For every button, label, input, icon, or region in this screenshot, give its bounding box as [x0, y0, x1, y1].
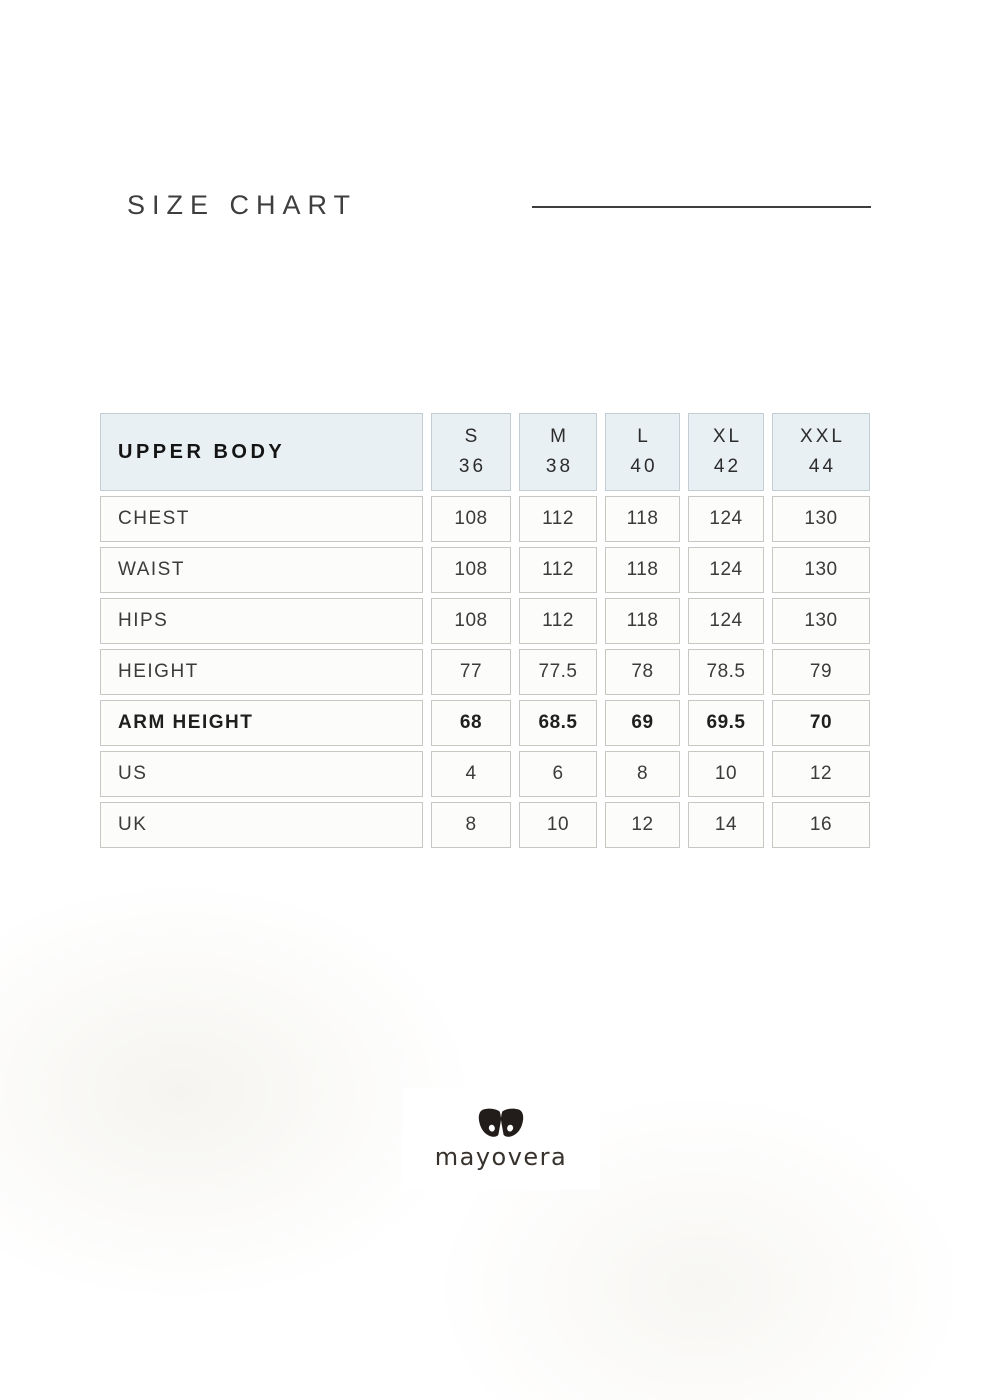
cell-value: 108	[431, 598, 511, 644]
size-letter: S	[464, 426, 481, 447]
cell-value: 124	[688, 547, 764, 593]
cell-value: 77.5	[519, 649, 597, 695]
cell-value: 108	[431, 547, 511, 593]
column-header-l: L 40	[605, 413, 680, 491]
size-number: 42	[713, 456, 742, 477]
cell-value: 112	[519, 496, 597, 542]
row-label: UK	[100, 802, 423, 848]
row-label: WAIST	[100, 547, 423, 593]
cell-value: 108	[431, 496, 511, 542]
column-header-xxl: XXL 44	[772, 413, 870, 491]
cell-value: 130	[772, 598, 870, 644]
cell-value: 68	[431, 700, 511, 746]
cell-value: 124	[688, 598, 764, 644]
cell-value: 77	[431, 649, 511, 695]
size-number: 44	[808, 456, 837, 477]
cell-value: 118	[605, 547, 680, 593]
size-number: 40	[630, 456, 658, 477]
cell-value: 79	[772, 649, 870, 695]
cell-value: 124	[688, 496, 764, 542]
cell-value: 16	[772, 802, 870, 848]
cell-value: 8	[605, 751, 680, 797]
size-letter: XXL	[800, 426, 845, 447]
table-corner-header: UPPER BODY	[100, 413, 423, 491]
cell-value: 69	[605, 700, 680, 746]
cell-value: 14	[688, 802, 764, 848]
row-label: HIPS	[100, 598, 423, 644]
cell-value: 78	[605, 649, 680, 695]
page-title: SIZE CHART	[127, 190, 358, 220]
cell-value: 8	[431, 802, 511, 848]
cell-value: 112	[519, 547, 597, 593]
size-table: UPPER BODY S 36 M 38 L 40 XL 42 XXL 44 CHEST 108 112 1…	[100, 413, 872, 848]
cell-value: 70	[772, 700, 870, 746]
cell-value: 12	[772, 751, 870, 797]
size-number: 38	[545, 456, 574, 477]
brand-logo: mayovera	[402, 1088, 600, 1190]
butterfly-m-icon	[478, 1107, 524, 1138]
column-header-xl: XL 42	[688, 413, 764, 491]
cell-value: 130	[772, 496, 870, 542]
row-label: CHEST	[100, 496, 423, 542]
cell-value: 10	[519, 802, 597, 848]
column-header-s: S 36	[431, 413, 511, 491]
cell-value: 6	[519, 751, 597, 797]
size-letter: L	[637, 426, 651, 447]
row-label: US	[100, 751, 423, 797]
cell-value: 68.5	[519, 700, 597, 746]
cell-value: 112	[519, 598, 597, 644]
header-divider-line	[532, 206, 871, 208]
cell-value: 78.5	[688, 649, 764, 695]
cell-value: 69.5	[688, 700, 764, 746]
row-label: HEIGHT	[100, 649, 423, 695]
size-letter: XL	[712, 426, 743, 447]
cell-value: 10	[688, 751, 764, 797]
cell-value: 118	[605, 496, 680, 542]
size-number: 36	[458, 456, 487, 477]
cell-value: 118	[605, 598, 680, 644]
cell-value: 12	[605, 802, 680, 848]
cell-value: 130	[772, 547, 870, 593]
size-letter: M	[550, 426, 569, 447]
row-label: ARM HEIGHT	[100, 700, 423, 746]
brand-wordmark: mayovera	[434, 1142, 568, 1171]
column-header-m: M 38	[519, 413, 597, 491]
cell-value: 4	[431, 751, 511, 797]
